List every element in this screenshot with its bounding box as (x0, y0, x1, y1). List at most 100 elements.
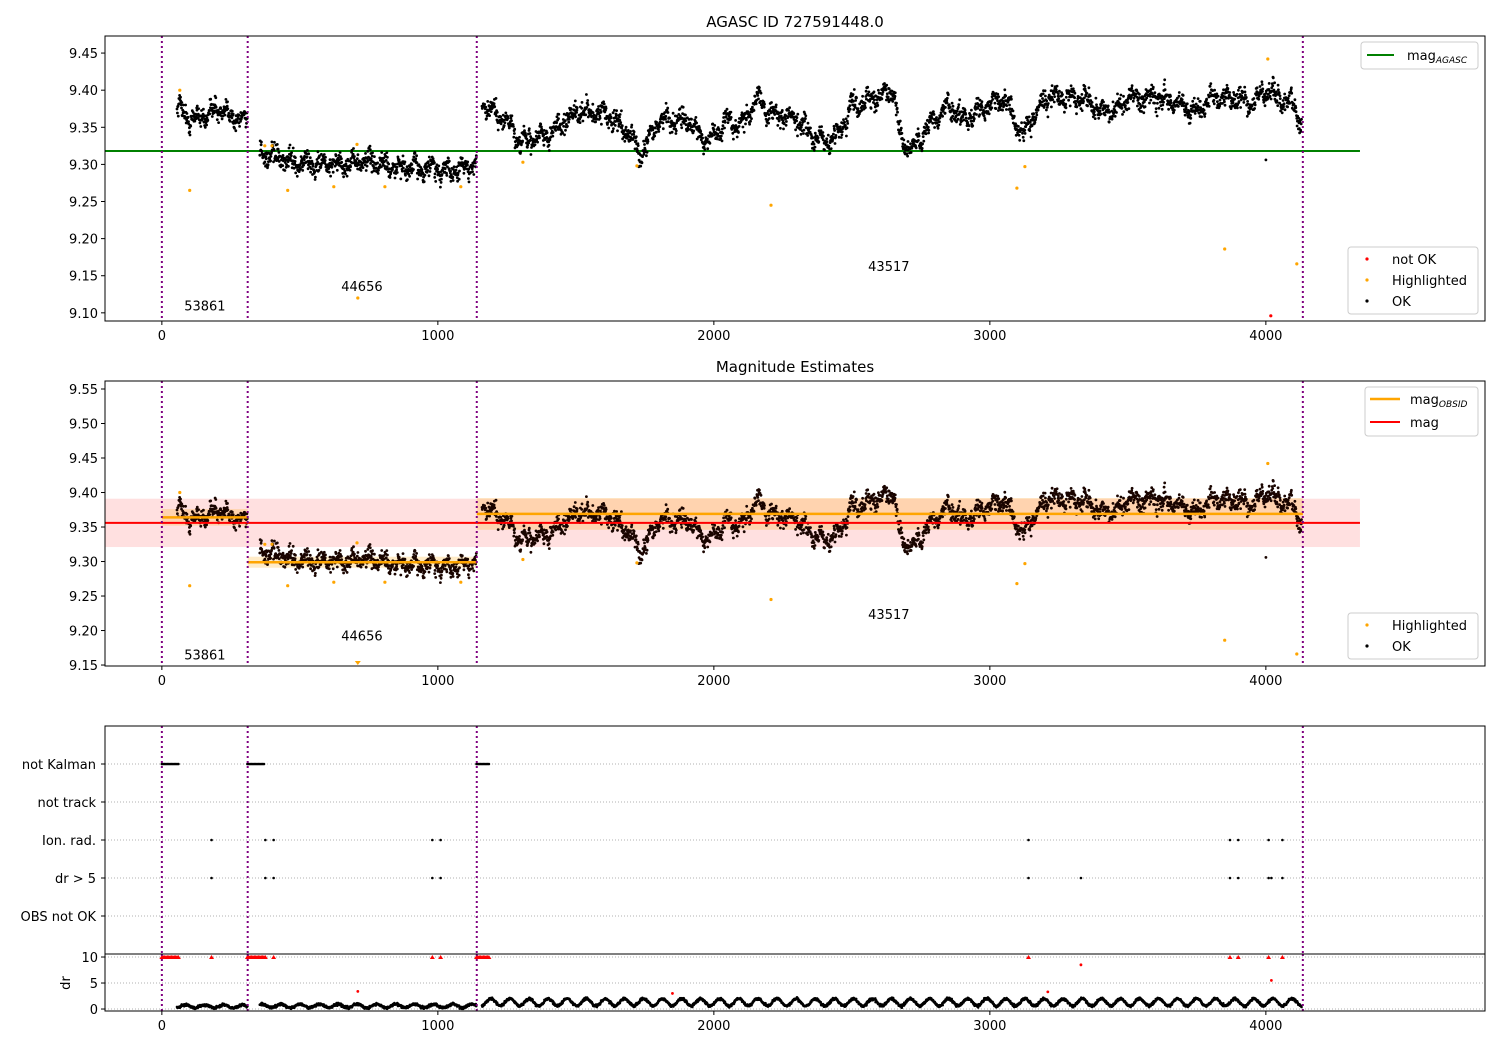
ok-point (1046, 102, 1050, 105)
ok-point (612, 526, 615, 530)
ok-point (630, 523, 634, 527)
ok-point (741, 125, 745, 129)
ok-point (434, 180, 438, 183)
ok-point (403, 557, 407, 561)
ok-point (483, 504, 486, 507)
ok-point (666, 111, 670, 114)
ok-point (1260, 83, 1264, 86)
ok-point (732, 137, 735, 141)
ok-point (976, 107, 980, 110)
ok-point (816, 136, 820, 140)
ok-point (519, 150, 523, 154)
ok-point (664, 101, 668, 105)
ok-point (1057, 97, 1061, 101)
ok-point (852, 108, 856, 111)
ok-point (1064, 95, 1068, 99)
ok-point (708, 141, 712, 145)
ok-point (470, 167, 474, 171)
ok-point (270, 140, 274, 144)
ok-point (263, 160, 267, 164)
ok-point (348, 565, 352, 569)
ok-point (963, 108, 967, 112)
ok-point (275, 143, 279, 146)
ok-point (563, 133, 566, 137)
ok-point (759, 91, 763, 95)
ok-point (1154, 107, 1158, 110)
ok-point (434, 576, 438, 579)
ok-point (202, 107, 205, 111)
ok-point (1163, 78, 1167, 82)
ok-point (575, 108, 579, 112)
ok-point (982, 114, 986, 118)
ok-point (322, 550, 326, 554)
ok-point (439, 576, 443, 580)
ok-point (813, 131, 817, 135)
ok-point (264, 554, 268, 558)
ok-point (179, 103, 183, 107)
ok-point (399, 177, 403, 181)
ok-point (234, 129, 238, 133)
ok-point (724, 109, 727, 113)
ok-point (1093, 117, 1097, 120)
ok-point (393, 176, 397, 180)
ok-point (1041, 92, 1045, 96)
ok-point (602, 102, 606, 106)
ok-point (1253, 103, 1257, 107)
ok-point (886, 95, 890, 99)
ok-point (377, 168, 380, 172)
ok-point (639, 561, 643, 565)
ok-point (529, 136, 533, 140)
ok-point (513, 127, 517, 131)
ok-point (1143, 105, 1147, 109)
ok-point (345, 174, 349, 178)
ok-point (349, 165, 352, 169)
ok-point (188, 130, 192, 134)
ok-point (340, 157, 343, 161)
ok-point (921, 135, 925, 139)
ok-point (788, 106, 791, 109)
ok-point (395, 565, 398, 568)
ok-point (1041, 97, 1044, 100)
ok-point (975, 113, 978, 116)
ok-point (787, 109, 790, 112)
ok-point (184, 103, 188, 107)
ok-point (1118, 97, 1122, 101)
ok-point (545, 131, 549, 135)
ok-point (502, 524, 506, 527)
ok-point (238, 524, 242, 528)
ok-point (969, 114, 972, 118)
legend-label: OK (1392, 295, 1411, 310)
ok-point (1216, 100, 1219, 103)
ok-point (260, 140, 263, 144)
ok-point (427, 155, 431, 159)
ok-point (529, 550, 533, 554)
ok-point (1050, 105, 1053, 109)
ok-point (935, 116, 938, 119)
ok-point (980, 100, 984, 104)
ok-point (982, 108, 985, 112)
ok-point (701, 136, 704, 140)
ok-point (331, 162, 335, 166)
ok-point (492, 102, 496, 105)
ok-point (745, 118, 748, 122)
ok-point (864, 89, 868, 93)
ok-point (554, 129, 558, 132)
y-tick-label: 9.35 (69, 121, 98, 136)
obsid-label: 44656 (341, 280, 382, 295)
ok-point (1267, 82, 1271, 85)
ok-point (527, 526, 531, 530)
ok-point (269, 556, 272, 560)
ok-point (179, 497, 182, 501)
ok-point (564, 528, 567, 532)
ok-point (401, 154, 405, 158)
ok-point (1300, 117, 1303, 121)
ok-point (306, 547, 309, 550)
ok-point (455, 176, 459, 180)
ok-point (182, 103, 185, 107)
ok-point (1236, 106, 1239, 110)
ok-point (932, 113, 936, 116)
ok-point (1294, 110, 1298, 114)
ok-point (979, 108, 983, 111)
ok-point (301, 565, 305, 569)
ok-point (301, 161, 305, 165)
